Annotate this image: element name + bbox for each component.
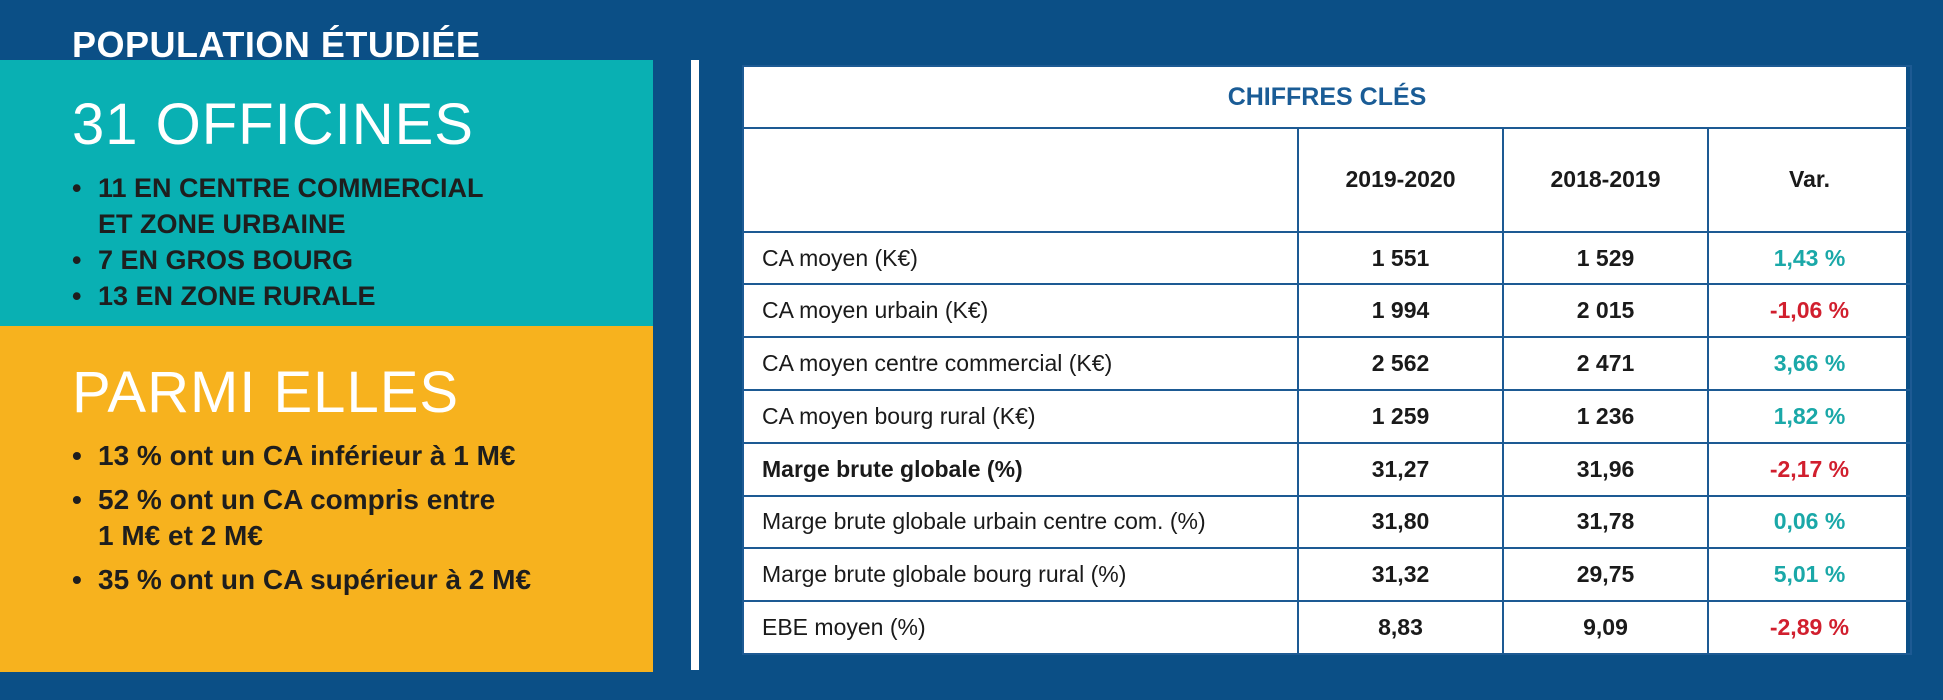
value-2019-2020: 31,27 [1297,441,1504,497]
variation-value: 1,43 % [1707,230,1912,286]
list-item: • 11 EN CENTRE COMMERCIAL ET ZONE URBAINE [72,170,518,242]
value-2018-2019: 31,96 [1502,441,1709,497]
value-2019-2020: 31,80 [1297,494,1504,550]
bullet-icon: • [72,440,82,471]
value-2019-2020: 31,32 [1297,547,1504,603]
value-2018-2019: 1 529 [1502,230,1709,286]
column-header [742,127,1299,233]
page-title: POPULATION ÉTUDIÉE [72,24,481,65]
table-row: Marge brute globale bourg rural (%) 31,32… [742,547,1912,603]
bullet-icon: • [72,484,82,515]
table-row: Marge brute globale urbain centre com. (… [742,494,1912,550]
column-header: Var. [1707,127,1912,233]
table-row: Marge brute globale (%) 31,27 31,96 -2,17 % [742,441,1912,497]
variation-value: -1,06 % [1707,283,1912,339]
officines-list: • 11 EN CENTRE COMMERCIAL ET ZONE URBAINE… [72,170,518,314]
divider [691,60,699,670]
value-2019-2020: 1 994 [1297,283,1504,339]
parmi-heading: PARMI ELLES [72,360,460,425]
row-label: Marge brute globale bourg rural (%) [742,547,1299,603]
variation-value: -2,89 % [1707,600,1912,655]
officines-heading: 31 OFFICINES [72,92,474,157]
value-2019-2020: 8,83 [1297,600,1504,655]
officines-panel: 31 OFFICINES • 11 EN CENTRE COMMERCIAL ET… [0,60,653,326]
list-item: • 7 EN GROS BOURG [72,242,518,278]
value-2018-2019: 31,78 [1502,494,1709,550]
table-row: CA moyen bourg rural (K€) 1 259 1 236 1,82 … [742,389,1912,444]
list-item: • 52 % ont un CA compris entre 1 M€ et 2 … [72,484,496,551]
table-row: EBE moyen (%) 8,83 9,09 -2,89 % [742,600,1912,655]
value-2019-2020: 2 562 [1297,336,1504,391]
table-row: CA moyen urbain (K€) 1 994 2 015 -1,06 % [742,283,1912,339]
bullet-icon: • [72,245,82,275]
bullet-icon: • [72,173,82,203]
row-label: CA moyen (K€) [742,230,1299,286]
variation-value: -2,17 % [1707,441,1912,497]
variation-value: 1,82 % [1707,389,1912,444]
row-label: EBE moyen (%) [742,600,1299,655]
row-label: CA moyen bourg rural (K€) [742,389,1299,444]
list-item: • 35 % ont un CA supérieur à 2 M€ [72,562,531,598]
value-2019-2020: 1 551 [1297,230,1504,286]
value-2018-2019: 1 236 [1502,389,1709,444]
row-label: Marge brute globale (%) [742,441,1299,497]
row-label: CA moyen centre commercial (K€) [742,336,1299,391]
variation-value: 3,66 % [1707,336,1912,391]
list-item: • 13 % ont un CA inférieur à 1 M€ [72,438,531,474]
parmi-list: • 13 % ont un CA inférieur à 1 M€ • 52 % o… [72,438,531,606]
value-2018-2019: 9,09 [1502,600,1709,655]
value-2018-2019: 2 015 [1502,283,1709,339]
value-2019-2020: 1 259 [1297,389,1504,444]
column-header: 2019-2020 [1297,127,1504,233]
bullet-icon: • [72,281,82,311]
parmi-panel: PARMI ELLES • 13 % ont un CA inférieur à … [0,326,653,672]
row-label: CA moyen urbain (K€) [742,283,1299,339]
row-label: Marge brute globale urbain centre com. (… [742,494,1299,550]
table-row: CA moyen centre commercial (K€) 2 562 2 47… [742,336,1912,391]
table-header-row: 2019-2020 2018-2019 Var. [742,127,1912,233]
value-2018-2019: 2 471 [1502,336,1709,391]
bullet-icon: • [72,564,82,595]
value-2018-2019: 29,75 [1502,547,1709,603]
variation-value: 5,01 % [1707,547,1912,603]
table-caption: CHIFFRES CLÉS [742,65,1912,129]
variation-value: 0,06 % [1707,494,1912,550]
table-row: CA moyen (K€) 1 551 1 529 1,43 % [742,230,1912,286]
list-item: • 13 EN ZONE RURALE [72,278,518,314]
key-figures-table: CHIFFRES CLÉS 2019-2020 2018-2019 Var. C… [740,63,1912,657]
column-header: 2018-2019 [1502,127,1709,233]
